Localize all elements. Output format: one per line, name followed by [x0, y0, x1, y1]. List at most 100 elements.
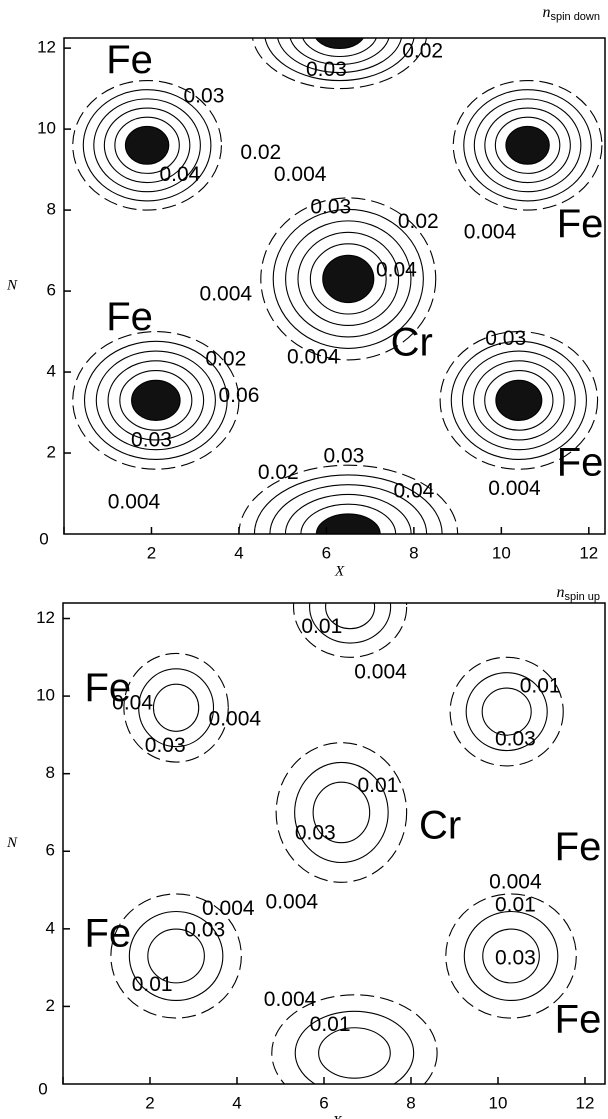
contour-label: 0.01 [520, 675, 561, 698]
atom-label: Fe [106, 295, 153, 339]
contour-line [463, 910, 559, 1002]
peak [260, 197, 437, 361]
x-tick-label: 10 [492, 543, 511, 562]
x-axis-label: X [334, 563, 345, 579]
contour-line [309, 603, 392, 644]
y-tick-label: 12 [36, 608, 55, 627]
contour-label: 0.004 [200, 283, 253, 306]
contour-line [461, 350, 576, 451]
atom-label: Fe [84, 911, 131, 955]
contour-line [284, 493, 412, 534]
contour-line [439, 331, 599, 470]
panel: FeFeCrFeFe0.010.0040.040.0040.030.010.03… [6, 584, 606, 1119]
contour-line [465, 672, 548, 752]
x-tick-label: 6 [319, 1093, 328, 1112]
atom-label: Cr [419, 804, 461, 848]
contour-label: 0.02 [398, 210, 439, 233]
contour-label: 0.03 [295, 822, 336, 845]
contour-line [293, 603, 408, 658]
contour-line [463, 89, 592, 202]
contour-line [294, 761, 389, 864]
contour-line [445, 893, 577, 1019]
contour-label: 0.004 [209, 708, 262, 731]
contour-label: 0.03 [310, 196, 351, 219]
contour-label: 0.004 [202, 897, 255, 920]
contour-label: 0.004 [264, 988, 317, 1011]
contour-line [484, 107, 571, 184]
contour-label: 0.03 [131, 428, 172, 451]
contour-line [271, 994, 438, 1084]
contour-line [495, 379, 543, 422]
contour-label: 0.01 [301, 615, 342, 638]
contour-line [318, 1027, 391, 1079]
atom-label: Fe [557, 441, 604, 485]
contour-line [103, 107, 191, 184]
peak [123, 652, 229, 763]
contour-label: 0.004 [108, 490, 161, 513]
contour-label: 0.06 [219, 384, 260, 407]
atom-label: Fe [555, 997, 602, 1041]
contour-line [128, 910, 224, 1002]
contour-line [264, 38, 415, 82]
contour-line [131, 379, 181, 422]
contour-label: 0.004 [266, 890, 319, 913]
contour-line [275, 742, 408, 883]
y-tick-label: 10 [36, 686, 55, 705]
peak [449, 656, 564, 767]
contour-line [72, 331, 240, 470]
contour-line [93, 98, 201, 193]
contour-line [481, 687, 532, 736]
contour-label: 0.03 [184, 84, 225, 107]
peak [445, 893, 577, 1019]
y-tick-label: 4 [46, 918, 55, 937]
contour-line [302, 38, 377, 58]
contour-line [449, 656, 564, 767]
contour-line [123, 652, 229, 763]
contour-label: 0.03 [495, 727, 536, 750]
y-tick-label: 2 [47, 443, 56, 462]
contour-label: 0.02 [258, 461, 299, 484]
title-subscript: spin down [550, 11, 600, 23]
atom-label: Cr [391, 320, 433, 364]
contour-line [450, 340, 587, 461]
y-axis-label: N [6, 277, 18, 293]
panel: Fe Fe Fe Cr Fe 0.004 0.004 0.004 0.004 0.004 0.004… [6, 4, 606, 579]
x-tick-label: 0 [38, 1079, 47, 1098]
chart-title: nspin down [542, 4, 600, 23]
x-tick-label: 8 [406, 1093, 415, 1112]
contour-label: 0.01 [132, 973, 173, 996]
contour-label: 0.004 [274, 163, 327, 186]
contour-label: 0.03 [306, 58, 347, 81]
x-axis-label: X [331, 1113, 342, 1119]
contour-line [312, 781, 371, 844]
contour-line [72, 79, 222, 211]
plot-frame [63, 37, 606, 535]
plot-frame [62, 602, 606, 1085]
x-tick-label: 2 [147, 543, 156, 562]
contour-line [152, 683, 200, 732]
x-tick-label: 0 [39, 529, 48, 548]
contour-line [309, 243, 387, 315]
chart-title: nspin up [557, 584, 600, 603]
contour-line [473, 360, 565, 441]
contour-line [119, 370, 193, 431]
contour-line [107, 360, 205, 441]
y-axis-label: N [6, 835, 18, 851]
y-tick-label: 12 [37, 38, 56, 57]
contour-line [114, 116, 180, 174]
y-tick-label: 8 [46, 763, 55, 782]
contour-line [138, 668, 215, 748]
atom-label: Fe [106, 38, 153, 82]
x-tick-label: 12 [579, 543, 598, 562]
contour-label: 0.03 [485, 327, 526, 350]
atom-label: Fe [557, 202, 604, 246]
contour-line [253, 474, 443, 534]
contour-line [473, 98, 582, 193]
x-tick-label: 2 [145, 1093, 154, 1112]
peak [293, 603, 408, 658]
peak [252, 38, 428, 90]
contour-label: 0.03 [184, 918, 225, 941]
peak [439, 331, 599, 470]
contour-label: 0.004 [354, 660, 407, 683]
contour-label: 0.02 [240, 141, 281, 164]
